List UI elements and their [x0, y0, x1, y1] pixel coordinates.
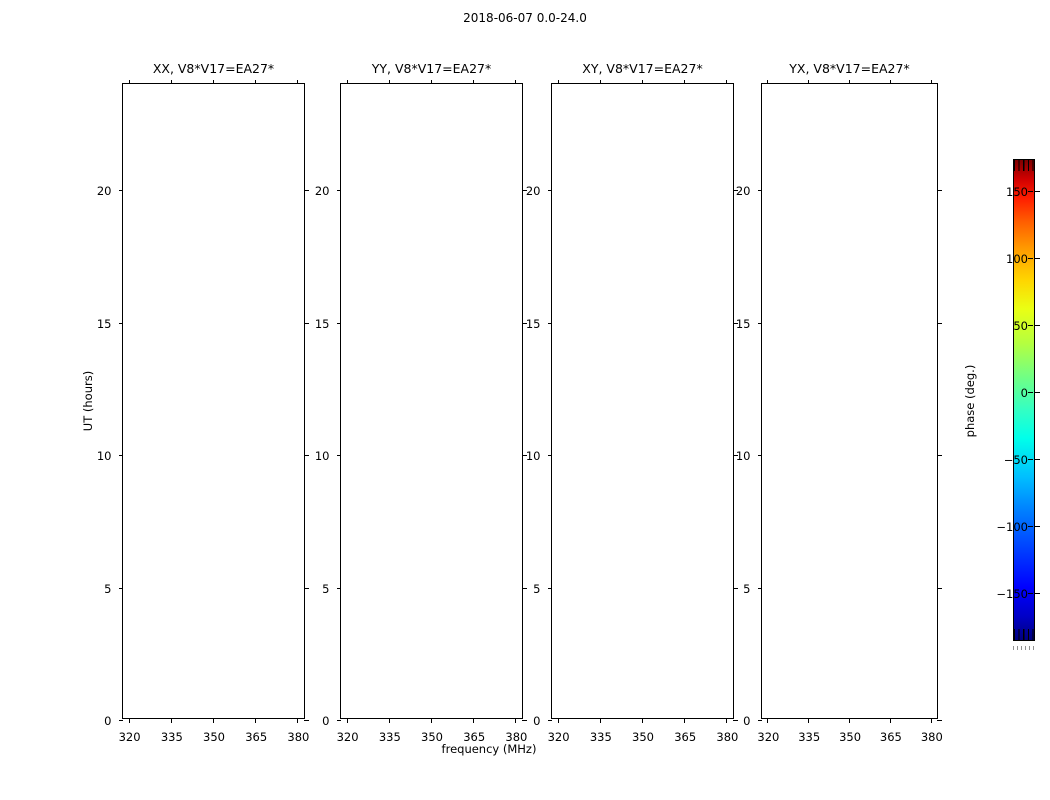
panel-title-yx: YX, V8*V17=EA27* — [789, 61, 910, 76]
xtick-label: 365 — [879, 729, 902, 744]
ytick-label: 15 — [525, 316, 541, 331]
plot-panel-xx[interactable]: XX, V8*V17=EA27* 0 5 10 15 20 320 335 35… — [97, 61, 310, 744]
ytick-label: 5 — [322, 581, 330, 596]
colorbar-tick-label: 100 — [1006, 252, 1028, 267]
xtick-label: 335 — [160, 729, 183, 744]
xtick-label: 350 — [632, 729, 654, 744]
plot-panel-yy[interactable]: YY, V8*V17=EA27* 0 5 10 15 20 320 335 35… — [315, 61, 528, 744]
colorbar-gradient — [1013, 159, 1035, 641]
xtick-label: 335 — [378, 729, 401, 744]
xtick-label: 335 — [798, 729, 821, 744]
ytick-label: 15 — [735, 316, 751, 331]
xtick-label: 365 — [463, 729, 486, 744]
xtick-label: 350 — [839, 729, 862, 744]
colorbar[interactable]: 150 100 50 0 −50 −100 −150 — [996, 159, 1040, 641]
panel-title-yy: YY, V8*V17=EA27* — [371, 61, 492, 76]
colorbar-axis-label: phase (deg.) — [963, 364, 977, 438]
xtick-label: 320 — [757, 729, 780, 744]
ytick-label: 15 — [96, 316, 112, 331]
ytick-label: 10 — [314, 449, 330, 463]
ytick-label: 0 — [322, 714, 330, 728]
xtick-label: 365 — [245, 729, 268, 744]
xtick-label: 320 — [118, 729, 141, 744]
ytick-label: 0 — [533, 714, 541, 728]
colorbar-tick-label: −100 — [996, 519, 1028, 534]
xtick-label: 350 — [421, 729, 443, 744]
ytick-label: 20 — [735, 184, 751, 198]
xtick-label: 320 — [547, 729, 570, 744]
ytick-label: 20 — [525, 184, 541, 198]
xtick-label: 380 — [287, 729, 310, 744]
xtick-label: 365 — [674, 729, 697, 744]
colorbar-tick-label: −150 — [996, 586, 1028, 601]
ytick-label: 5 — [743, 581, 751, 596]
ytick-label: 5 — [104, 581, 112, 596]
ytick-label: 0 — [743, 714, 751, 728]
ytick-label: 15 — [314, 316, 330, 331]
colorbar-under-marker — [1013, 646, 1035, 650]
colorbar-tick-label: 0 — [1020, 386, 1028, 400]
ytick-label: 0 — [104, 714, 112, 728]
ytick-label: 20 — [96, 184, 112, 198]
ytick-label: 10 — [96, 449, 112, 463]
x-axis-label: frequency (MHz) — [441, 742, 537, 756]
ytick-label: 10 — [735, 449, 751, 463]
xtick-label: 320 — [336, 729, 359, 744]
plot-panel-yx[interactable]: YX, V8*V17=EA27* 0 5 10 15 20 320 335 35… — [736, 61, 943, 744]
figure-suptitle: 2018-06-07 0.0-24.0 — [463, 11, 587, 25]
colorbar-tick-label: 50 — [1013, 319, 1028, 333]
colorbar-extend-over-hatch — [1014, 160, 1034, 171]
xtick-label: 380 — [505, 729, 528, 744]
xtick-label: 335 — [589, 729, 612, 744]
ytick-label: 5 — [533, 581, 541, 596]
plot-panel-xy[interactable]: XY, V8*V17=EA27* 0 5 10 15 20 320 335 35… — [526, 61, 739, 744]
y-axis-label: UT (hours) — [81, 370, 95, 432]
colorbar-tick-label: 150 — [1006, 185, 1028, 200]
colorbar-tick-label: −50 — [1003, 452, 1028, 467]
ytick-label: 20 — [314, 184, 330, 198]
panel-title-xy: XY, V8*V17=EA27* — [582, 61, 703, 76]
xtick-label: 350 — [203, 729, 225, 744]
colorbar-extend-under-hatch — [1014, 629, 1034, 640]
xtick-label: 380 — [920, 729, 943, 744]
xtick-label: 380 — [716, 729, 739, 744]
panel-title-xx: XX, V8*V17=EA27* — [152, 61, 275, 76]
ytick-label: 10 — [525, 449, 541, 463]
